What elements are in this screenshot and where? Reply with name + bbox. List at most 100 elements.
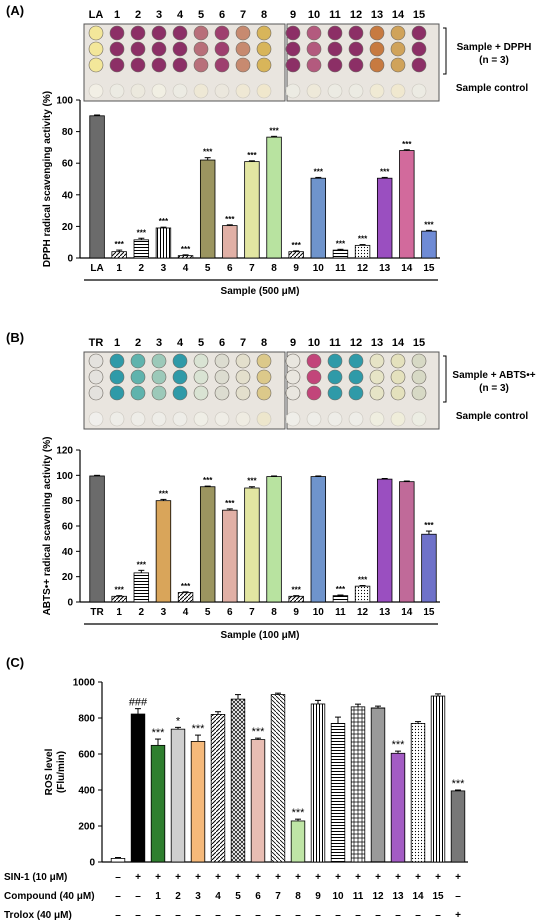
plate-b-sample-well bbox=[235, 385, 251, 401]
plate-b-sample-well bbox=[369, 369, 385, 385]
ros-condition-value: 5 bbox=[235, 891, 241, 902]
plate-a-sample-well bbox=[411, 57, 427, 73]
ros-condition-value: + bbox=[215, 872, 221, 883]
ros-condition-value: + bbox=[255, 872, 261, 883]
dpph-bar bbox=[111, 251, 127, 259]
ros-bar bbox=[330, 723, 346, 863]
plate-b-sample-well bbox=[256, 385, 272, 401]
abts-bar bbox=[111, 595, 127, 603]
abts-category-label: 11 bbox=[335, 607, 346, 618]
plate-b-col-label: 14 bbox=[392, 337, 405, 349]
plate-b-sample-well bbox=[306, 369, 322, 385]
plate-a-sample-well bbox=[193, 25, 209, 41]
plate-a-sample-well bbox=[130, 25, 146, 41]
abts-y-tick-label: 80 bbox=[62, 496, 74, 507]
ros-condition-value: + bbox=[135, 872, 141, 883]
abts-y-tick-label: 120 bbox=[56, 446, 73, 457]
plate-a-control-well bbox=[411, 83, 427, 99]
ros-condition-value: + bbox=[435, 872, 441, 883]
dpph-bar bbox=[376, 177, 393, 259]
ros-bar bbox=[390, 752, 406, 863]
abts-category-label: 14 bbox=[401, 607, 413, 618]
plate-b-sample-well bbox=[411, 353, 427, 369]
ros-condition-value: + bbox=[275, 872, 281, 883]
ros-y-axis-label-line1: ROS level bbox=[44, 748, 55, 795]
plate-a-sample-well bbox=[109, 57, 125, 73]
plate-a-col-label: 12 bbox=[350, 9, 362, 21]
abts-bar bbox=[421, 533, 437, 603]
plate-a-sample-well bbox=[214, 41, 230, 57]
ros-significance: *** bbox=[192, 723, 206, 735]
ros-bar bbox=[110, 857, 126, 863]
ros-condition-value: + bbox=[415, 872, 421, 883]
dpph-significance: *** bbox=[358, 235, 368, 244]
dpph-significance: *** bbox=[269, 126, 279, 135]
plate-a-sample-well bbox=[256, 41, 272, 57]
ros-condition-value: + bbox=[295, 872, 301, 883]
plate-a-sample-well bbox=[235, 25, 251, 41]
ros-significance: *** bbox=[452, 778, 466, 790]
ros-bar bbox=[210, 714, 226, 863]
ros-condition-value: 1 bbox=[155, 891, 161, 902]
plate-a-col-label: 4 bbox=[177, 9, 184, 21]
plate-b-sample-well bbox=[151, 353, 167, 369]
ros-bar bbox=[290, 820, 306, 863]
ros-condition-value: + bbox=[195, 872, 201, 883]
plate-b-control-well bbox=[172, 411, 188, 427]
plate-a-control-well bbox=[172, 83, 188, 99]
ros-chart: 0 200 400 600 800 1000 ROS level (Flu/min) – – – ##… bbox=[4, 678, 468, 921]
plate-a-bracket bbox=[443, 27, 447, 75]
dpph-category-label: 11 bbox=[335, 263, 346, 274]
abts-bar bbox=[354, 585, 371, 603]
abts-bar bbox=[133, 572, 150, 603]
plate-b-sample-well bbox=[214, 385, 230, 401]
plate-b-control-well bbox=[130, 411, 146, 427]
ros-bar bbox=[230, 698, 246, 863]
plate-b-col-label: 6 bbox=[219, 337, 225, 349]
abts-category-label: TR bbox=[90, 607, 104, 618]
ros-condition-label: SIN-1 (10 μM) bbox=[4, 872, 67, 883]
plate-a-col-label: 2 bbox=[135, 9, 141, 21]
abts-significance: *** bbox=[247, 477, 257, 486]
abts-category-label: 7 bbox=[249, 607, 255, 618]
dpph-significance: *** bbox=[225, 215, 235, 224]
abts-category-label: 8 bbox=[271, 607, 277, 618]
plate-b-control-well bbox=[151, 411, 167, 427]
plate-a-sample-well bbox=[327, 25, 343, 41]
plate-a-sample-well bbox=[172, 25, 188, 41]
ros-condition-value: – bbox=[115, 910, 121, 921]
abts-significance: *** bbox=[424, 521, 434, 530]
panel-label-c: (C) bbox=[6, 655, 25, 670]
abts-bar bbox=[376, 478, 393, 603]
plate-a-control-well bbox=[214, 83, 230, 99]
abts-bar bbox=[199, 486, 216, 603]
plate-a-control-well bbox=[88, 83, 104, 99]
panel-c-figure: 0 200 400 600 800 1000 ROS level (Flu/min) – – – ##… bbox=[4, 678, 468, 921]
dpph-significance: *** bbox=[292, 241, 302, 250]
plate-b-col-label: 12 bbox=[350, 337, 362, 349]
ros-condition-value: – bbox=[255, 910, 261, 921]
dpph-x-axis-label: Sample (500 μM) bbox=[221, 286, 300, 297]
ros-bar bbox=[450, 790, 466, 863]
ros-condition-value: – bbox=[115, 872, 121, 883]
plate-a-control-well bbox=[109, 83, 125, 99]
ros-significance: *** bbox=[392, 739, 406, 751]
plate-a-col-label: 13 bbox=[371, 9, 383, 21]
dpph-bar bbox=[310, 177, 327, 259]
ros-bar bbox=[250, 739, 266, 863]
plate-a-sample-well bbox=[306, 41, 322, 57]
plate-b-sample-well bbox=[88, 369, 104, 385]
ros-condition-value: 2 bbox=[175, 891, 181, 902]
plate-b-sample-well bbox=[172, 353, 188, 369]
plate-b-sample-well bbox=[109, 353, 125, 369]
plate-a-sample-well bbox=[172, 57, 188, 73]
dpph-category-label: 7 bbox=[249, 263, 255, 274]
plate-b-sample-well bbox=[369, 385, 385, 401]
plate-b-bracket bbox=[443, 355, 447, 403]
plate-b-control-well bbox=[193, 411, 209, 427]
plate-a-sample-well bbox=[88, 41, 104, 57]
ros-y-axis-label-line2: (Flu/min) bbox=[56, 751, 67, 793]
plate-a-note-n: (n = 3) bbox=[479, 55, 509, 66]
plate-b-sample-well bbox=[214, 353, 230, 369]
